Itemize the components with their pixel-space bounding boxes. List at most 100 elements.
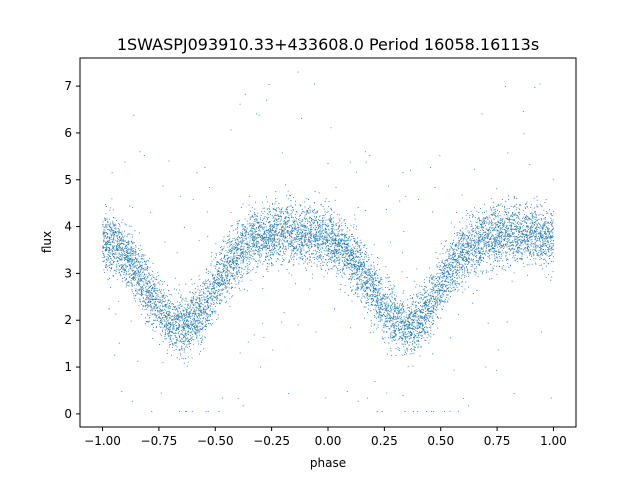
data-point bbox=[173, 319, 175, 321]
data-point bbox=[513, 228, 515, 230]
data-point bbox=[551, 247, 553, 249]
data-point bbox=[126, 242, 127, 243]
data-point bbox=[533, 232, 535, 234]
data-point bbox=[255, 227, 257, 229]
data-point bbox=[389, 289, 391, 290]
data-point bbox=[546, 252, 548, 254]
data-point bbox=[364, 285, 366, 286]
data-point bbox=[520, 232, 522, 234]
data-point bbox=[381, 338, 383, 340]
data-point bbox=[344, 237, 346, 239]
data-point bbox=[273, 231, 275, 233]
data-point bbox=[447, 301, 449, 303]
data-point bbox=[426, 315, 428, 317]
data-point bbox=[336, 253, 338, 255]
data-point bbox=[236, 243, 238, 245]
data-point bbox=[103, 226, 105, 228]
data-point bbox=[381, 304, 383, 306]
data-point bbox=[519, 205, 521, 207]
data-point bbox=[226, 259, 228, 261]
data-point bbox=[380, 315, 382, 317]
data-point bbox=[255, 271, 257, 273]
data-point bbox=[269, 230, 271, 232]
data-point bbox=[281, 232, 283, 233]
data-point bbox=[305, 232, 306, 234]
data-point bbox=[525, 214, 527, 216]
data-point bbox=[345, 236, 347, 238]
data-point bbox=[270, 263, 272, 265]
data-point bbox=[235, 250, 237, 252]
data-point bbox=[225, 271, 227, 273]
data-point bbox=[453, 241, 454, 243]
data-point bbox=[143, 269, 145, 271]
data-point bbox=[202, 338, 203, 340]
data-point bbox=[463, 256, 465, 258]
data-point bbox=[135, 267, 137, 269]
data-point bbox=[207, 279, 209, 281]
data-point bbox=[449, 264, 451, 266]
data-point bbox=[374, 277, 376, 279]
data-point bbox=[342, 276, 344, 278]
data-point bbox=[528, 264, 530, 266]
data-point bbox=[272, 234, 274, 236]
data-point bbox=[330, 228, 332, 230]
data-point bbox=[211, 313, 213, 315]
data-point bbox=[426, 300, 428, 302]
data-point bbox=[202, 291, 204, 293]
data-point bbox=[219, 285, 220, 287]
data-point bbox=[446, 278, 447, 280]
data-point bbox=[493, 213, 495, 215]
data-point bbox=[308, 238, 310, 240]
data-point bbox=[351, 263, 353, 265]
data-point bbox=[531, 225, 533, 227]
data-point bbox=[386, 316, 388, 318]
data-point bbox=[520, 238, 522, 240]
data-point bbox=[120, 246, 122, 248]
data-point bbox=[504, 205, 505, 207]
data-point bbox=[275, 207, 277, 209]
data-point bbox=[136, 293, 138, 295]
data-point bbox=[354, 239, 356, 241]
data-point bbox=[444, 298, 446, 300]
data-point bbox=[497, 225, 499, 227]
data-point bbox=[182, 343, 184, 345]
data-point bbox=[458, 248, 459, 249]
data-point bbox=[523, 229, 525, 231]
data-point bbox=[384, 321, 386, 323]
data-point bbox=[263, 237, 265, 239]
data-point bbox=[349, 250, 351, 252]
data-point bbox=[156, 326, 157, 327]
data-point bbox=[279, 211, 281, 212]
data-point bbox=[290, 229, 292, 231]
data-point bbox=[308, 247, 309, 249]
data-point bbox=[404, 319, 406, 321]
data-point bbox=[278, 218, 280, 220]
data-point bbox=[535, 240, 537, 242]
data-point bbox=[374, 273, 376, 275]
data-point bbox=[214, 292, 216, 293]
data-point bbox=[490, 198, 492, 200]
data-point bbox=[211, 298, 213, 300]
data-point bbox=[325, 219, 327, 221]
data-point bbox=[357, 288, 359, 290]
data-point bbox=[501, 268, 503, 270]
data-point bbox=[208, 296, 210, 298]
data-point bbox=[535, 237, 537, 239]
data-point bbox=[310, 241, 312, 243]
data-point bbox=[276, 210, 278, 212]
data-point bbox=[324, 243, 326, 245]
data-point bbox=[304, 233, 306, 235]
data-point bbox=[222, 278, 224, 280]
data-point bbox=[420, 309, 421, 311]
data-point bbox=[332, 242, 334, 244]
data-point bbox=[315, 235, 317, 237]
data-point bbox=[502, 225, 504, 227]
data-point bbox=[148, 298, 150, 300]
data-point bbox=[427, 305, 429, 307]
data-point bbox=[298, 218, 299, 220]
data-point bbox=[285, 225, 286, 227]
data-point bbox=[196, 324, 198, 326]
data-point bbox=[344, 252, 346, 254]
data-point bbox=[452, 271, 454, 273]
data-point bbox=[430, 306, 432, 308]
